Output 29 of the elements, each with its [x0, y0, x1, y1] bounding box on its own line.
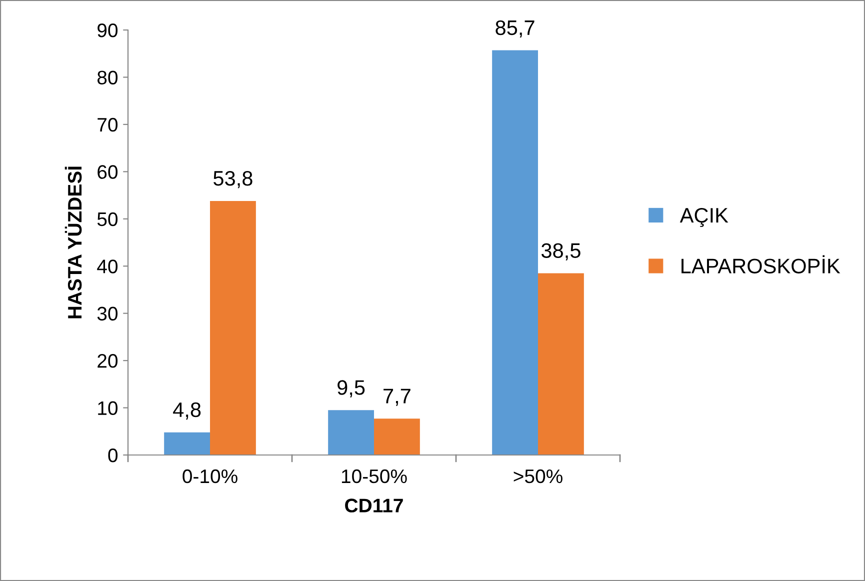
y-tick-label: 90 [98, 23, 118, 38]
y-tick-label: 30 [97, 306, 118, 321]
bar [164, 432, 210, 455]
y-tick-label: 0 [108, 448, 118, 462]
legend-label: LAPAROSKOPİK [682, 255, 840, 274]
y-tick-label: 80 [97, 70, 118, 84]
legend-label: AÇIK [680, 208, 728, 227]
data-label: 85,7 [496, 20, 534, 38]
data-label: 9,5 [338, 380, 365, 398]
y-axis-title: HASTA YÜZDESİ [64, 166, 82, 318]
x-axis-title: CD117 [345, 498, 403, 512]
y-tick-label: 60 [98, 165, 118, 179]
y-tick-label: 70 [98, 118, 118, 132]
bar [374, 418, 420, 455]
bar [328, 410, 374, 455]
y-tick-label: 50 [97, 212, 118, 226]
data-label: 7,7 [384, 388, 410, 406]
y-tick-label: 20 [98, 354, 118, 368]
data-label: 38,5 [541, 243, 580, 260]
bar [538, 273, 584, 455]
x-tick-label: 0-10% [182, 469, 238, 484]
y-tick-label: 10 [98, 401, 118, 416]
x-tick-label: 10-50% [342, 469, 407, 484]
bar [492, 50, 538, 455]
data-label: 53,8 [214, 170, 252, 188]
bar [210, 200, 256, 455]
x-tick-label: >50% [514, 469, 562, 484]
y-tick-label: 40 [97, 260, 118, 274]
data-label: 4,8 [173, 402, 201, 420]
